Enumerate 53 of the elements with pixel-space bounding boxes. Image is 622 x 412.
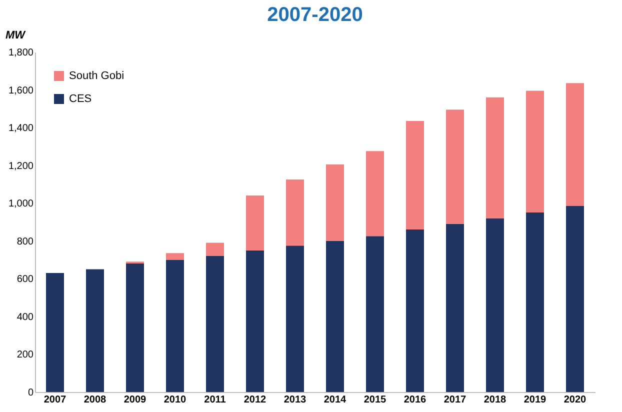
x-tick-label: 2007 xyxy=(44,394,67,406)
x-tick-label: 2014 xyxy=(324,394,347,406)
bar xyxy=(206,242,224,256)
y-tick-label: 600 xyxy=(16,274,34,286)
bar xyxy=(406,230,424,392)
bar xyxy=(46,273,64,392)
bar xyxy=(366,151,384,236)
bar xyxy=(446,110,464,224)
x-tick-label: 2019 xyxy=(524,394,547,406)
y-tick-label: 1,000 xyxy=(8,198,34,210)
bar xyxy=(566,206,584,392)
y-tick-label: 800 xyxy=(16,236,34,248)
bar xyxy=(286,246,304,392)
bar xyxy=(366,236,384,392)
bar xyxy=(486,218,504,392)
legend-label: CES xyxy=(69,93,92,105)
bar xyxy=(286,180,304,246)
bar xyxy=(526,90,544,213)
x-tick-label: 2015 xyxy=(364,394,387,406)
y-tick-label: 0 xyxy=(28,388,34,398)
x-tick-label: 2009 xyxy=(124,394,147,406)
y-tick-label: 1,400 xyxy=(8,123,34,134)
bar xyxy=(326,164,344,241)
y-tick-label: 200 xyxy=(16,350,34,361)
x-tick-label: 2010 xyxy=(164,394,187,406)
x-tick-label: 2017 xyxy=(444,394,467,406)
x-tick-label: 2008 xyxy=(84,394,107,406)
y-tick-label: 1,200 xyxy=(8,160,34,172)
y-tick-label: 1,600 xyxy=(8,85,34,96)
x-tick-label: 2018 xyxy=(484,394,507,406)
bar xyxy=(486,97,504,218)
chart-title: 2007-2020 xyxy=(267,4,363,26)
x-tick-label: 2013 xyxy=(284,394,307,406)
bar xyxy=(166,260,184,392)
bar xyxy=(246,196,264,250)
x-tick-label: 2011 xyxy=(204,394,226,406)
bar xyxy=(526,212,544,392)
bar xyxy=(446,224,464,392)
y-tick-label: 1,800 xyxy=(8,48,34,58)
bar xyxy=(566,83,584,206)
bar xyxy=(86,269,104,392)
bar xyxy=(246,250,264,392)
bar xyxy=(326,240,344,392)
x-tick-label: 2012 xyxy=(244,394,267,406)
legend-label: South Gobi xyxy=(69,70,124,82)
x-tick-label: 2016 xyxy=(404,394,427,406)
x-tick-label: 2020 xyxy=(564,394,587,406)
y-axis-title: MW xyxy=(6,30,27,42)
y-tick-label: 400 xyxy=(16,312,34,323)
bar xyxy=(206,256,224,392)
bar xyxy=(166,253,184,260)
bar xyxy=(406,120,424,230)
bar xyxy=(126,264,144,392)
